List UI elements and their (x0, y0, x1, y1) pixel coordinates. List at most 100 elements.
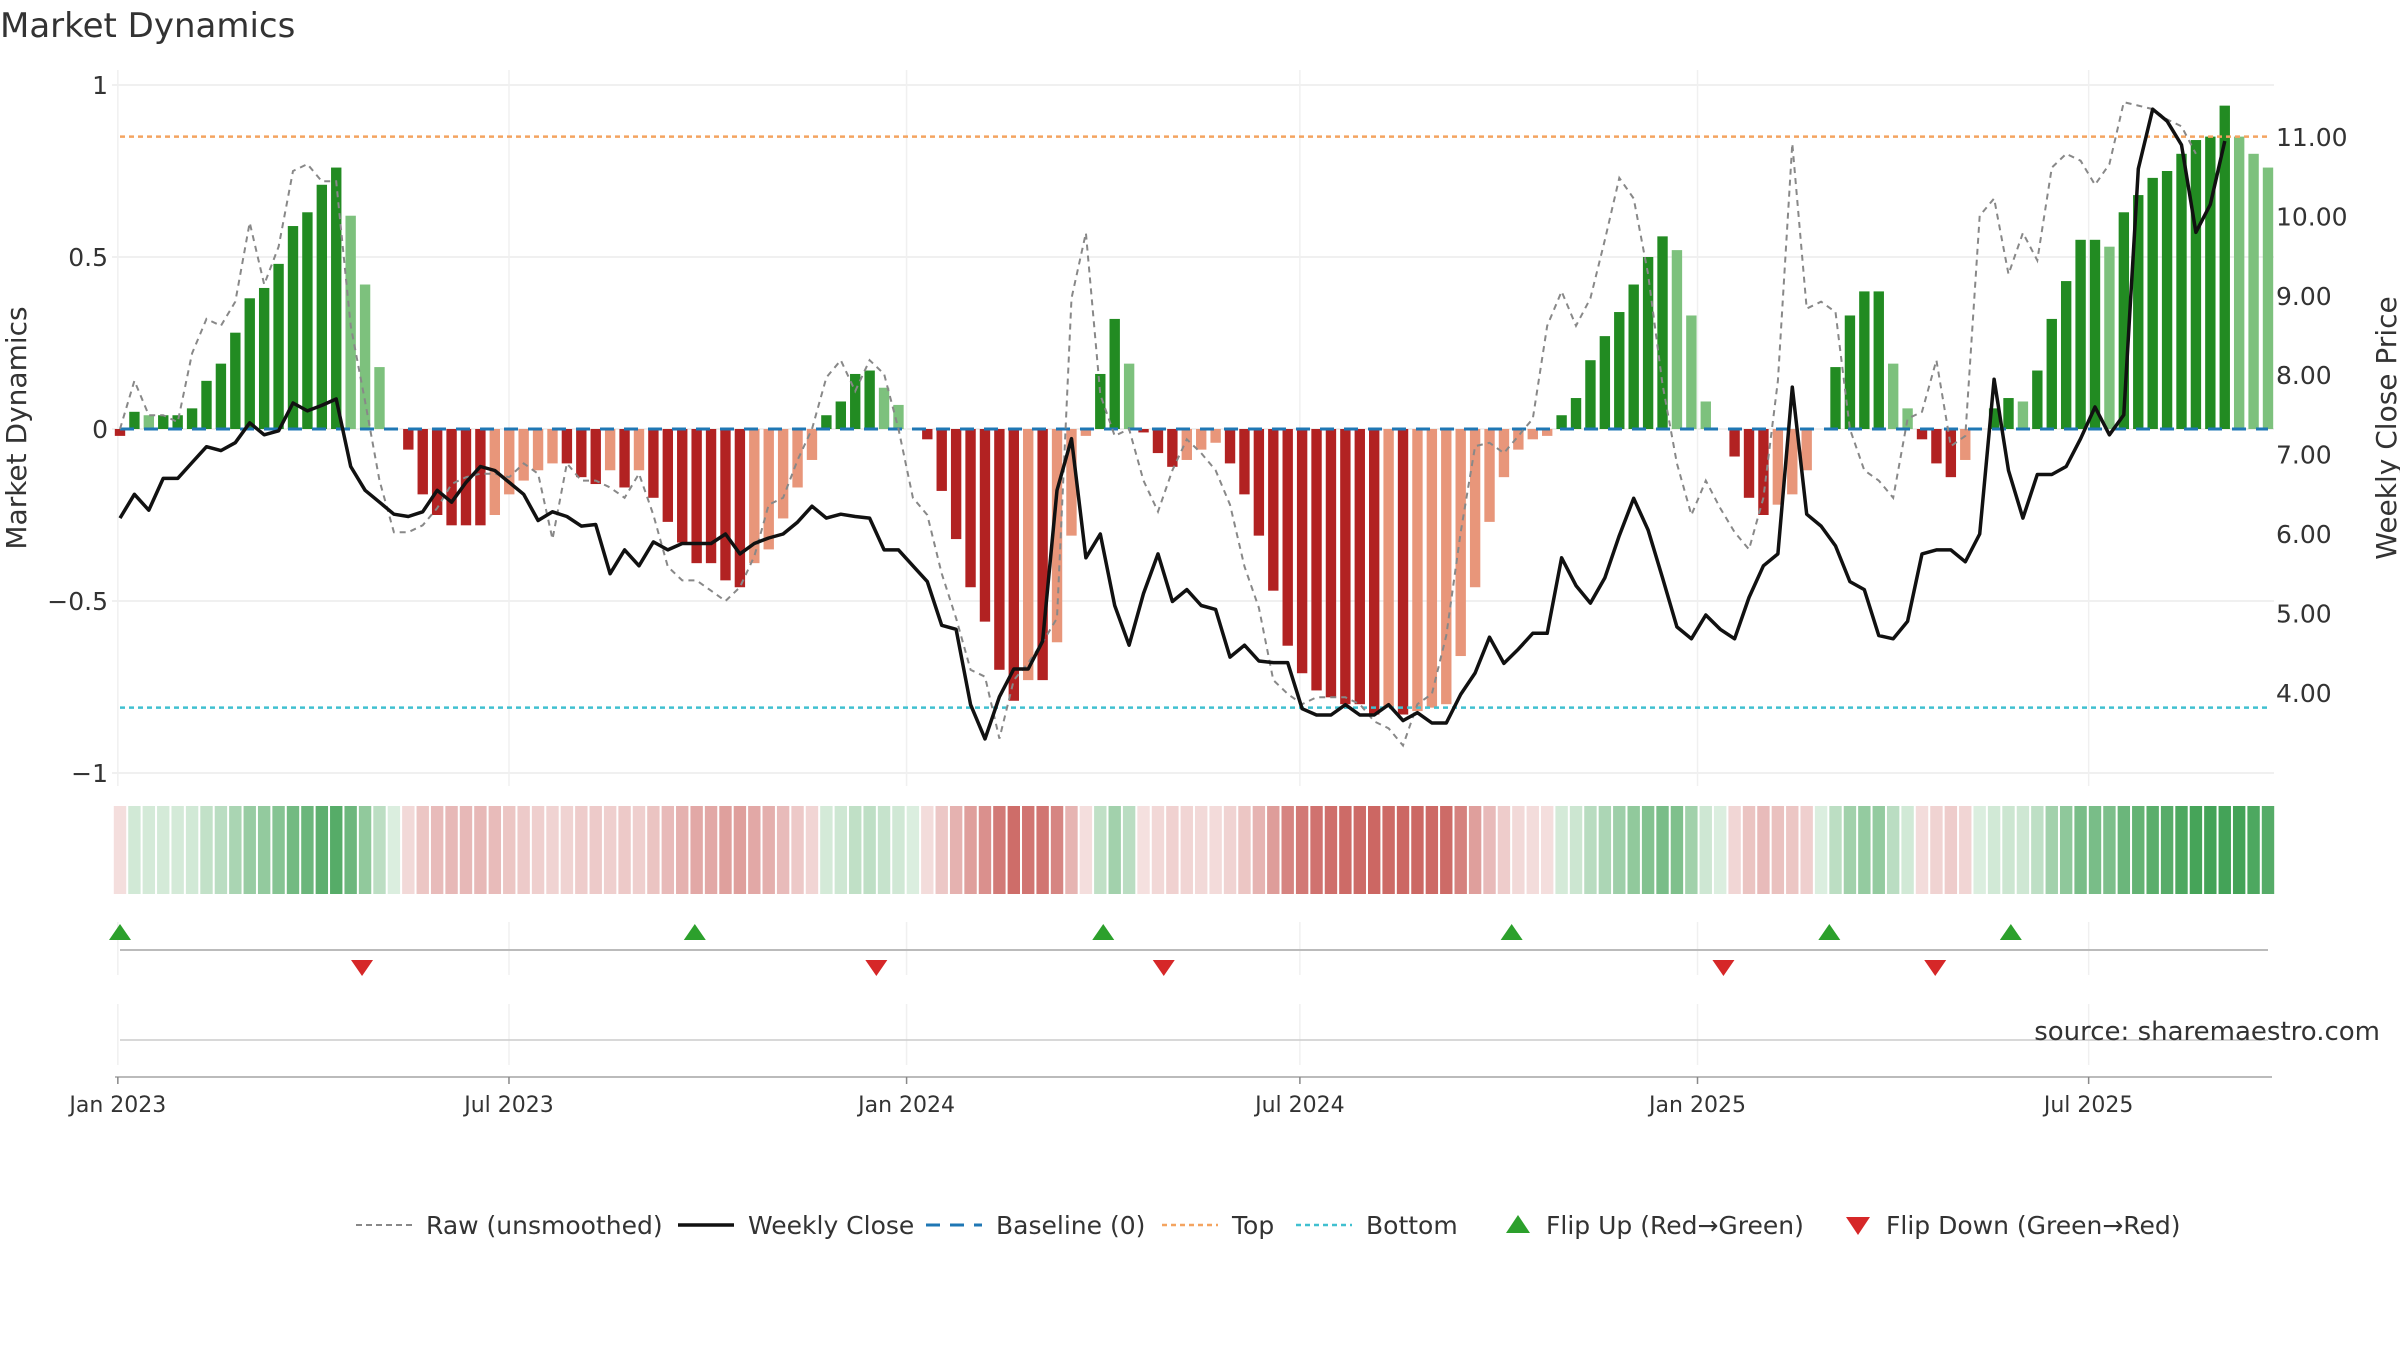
dynamics-bar (1585, 360, 1596, 429)
dynamics-bar (994, 429, 1005, 670)
strip-cell (1685, 806, 1698, 894)
dynamics-bar (1988, 408, 2000, 429)
strip-cell (733, 806, 747, 894)
strip-cell (1166, 806, 1179, 894)
strip-cell (1022, 806, 1035, 894)
strip-cell (1973, 806, 1986, 894)
strip-cell (1440, 806, 1453, 894)
strip-cell (1425, 806, 1439, 894)
dynamics-bar (1008, 429, 1019, 701)
strip-cell (1569, 806, 1583, 894)
dynamics-bar (1066, 429, 1077, 536)
dynamics-bar (936, 429, 947, 491)
strip-cell (1930, 806, 1943, 894)
strip-cell (387, 806, 401, 894)
dynamics-bar (1426, 429, 1438, 708)
dynamics-bar (359, 284, 371, 429)
dynamics-bar (662, 429, 674, 522)
y-tick-label: 0 (92, 415, 108, 444)
dynamics-bar (561, 429, 573, 464)
legend-label: Raw (unsmoothed) (426, 1211, 663, 1240)
strip-cell (1396, 806, 1410, 894)
dynamics-bar (705, 429, 717, 564)
strip-cell (1382, 806, 1395, 894)
dynamics-bar (2133, 195, 2144, 429)
strip-cell (791, 806, 804, 894)
strip-cell (647, 806, 660, 894)
dynamics-bar (114, 429, 126, 436)
dynamics-bar (734, 429, 746, 588)
strip-cell (820, 806, 833, 894)
dynamics-bar (1325, 429, 1337, 698)
strip-cell (776, 806, 790, 894)
flip-down-marker (1712, 960, 1735, 976)
strip-cell (1180, 806, 1193, 894)
dynamics-bar (1599, 336, 1611, 429)
x-tick-label: Jan 2023 (67, 1093, 166, 1118)
strip-cell (1209, 806, 1222, 894)
strip-cell (257, 806, 271, 894)
dynamics-bar (1960, 429, 1971, 460)
strip-cell (1886, 806, 1900, 894)
dynamics-bar (1268, 429, 1279, 591)
dynamics-bar (230, 332, 241, 429)
dynamics-bar (2190, 140, 2202, 430)
strip-cell (690, 806, 703, 894)
dynamics-bar (1397, 429, 1409, 715)
strip-cell (704, 806, 718, 894)
strip-cell (1223, 806, 1237, 894)
dynamics-bar (158, 415, 169, 429)
dynamics-bar (2176, 153, 2187, 430)
strip-cell (1036, 806, 1049, 894)
y-axis-label: Market Dynamics (0, 306, 33, 549)
weekly-close-line (118, 107, 2227, 741)
strip-cell (1771, 806, 1785, 894)
strip-cell (906, 806, 920, 894)
dynamics-bar (244, 298, 255, 429)
dynamics-bar (1095, 373, 1106, 429)
strip-cell (1050, 806, 1064, 894)
dynamics-bar (1657, 236, 1668, 429)
legend-swatch-flip-down (1846, 1217, 1870, 1235)
y2-tick-label: 4.00 (2276, 679, 2332, 708)
strip-cell (892, 806, 905, 894)
dynamics-bar (1671, 250, 1683, 429)
strip-cell (949, 806, 963, 894)
dynamics-bar (965, 429, 976, 588)
strip-cell (1598, 806, 1612, 894)
strip-cell (1252, 806, 1266, 894)
dynamics-bar (1354, 429, 1365, 705)
source-note: source: sharemaestro.com (2034, 1017, 2380, 1047)
strip-cell (849, 806, 862, 894)
strip-cell (1742, 806, 1756, 894)
dynamics-bar (547, 429, 558, 464)
flip-up-marker (1818, 924, 1841, 940)
dynamics-bar (1210, 429, 1221, 443)
dynamics-bar (922, 429, 933, 440)
strip-cell (1814, 806, 1828, 894)
dynamics-bar (1123, 363, 1135, 429)
dynamics-bar (1383, 429, 1394, 708)
dynamics-bar (2233, 136, 2245, 429)
y2-tick-label: 11.00 (2276, 123, 2348, 152)
dynamics-bar (1196, 429, 1207, 450)
strip-cell (1843, 806, 1857, 894)
legend-label: Top (1231, 1211, 1274, 1240)
dynamics-bar (720, 429, 731, 581)
dynamics-bar (576, 429, 587, 478)
strip-cell (2160, 806, 2174, 894)
strip-cell (128, 806, 141, 894)
dynamics-bar (1311, 429, 1322, 691)
strip-cell (2045, 806, 2058, 894)
dynamics-bar (1931, 429, 1942, 464)
dynamics-bar (1138, 429, 1149, 433)
dynamics-bar (374, 367, 385, 429)
dynamics-bar (1902, 408, 1913, 429)
strip-cell (459, 806, 473, 894)
strip-cell (805, 806, 819, 894)
dynamics-bar (864, 370, 875, 429)
dynamics-bar (1743, 429, 1755, 498)
y2-tick-label: 8.00 (2276, 361, 2332, 390)
dynamics-bars (114, 105, 2274, 715)
strip-cell (863, 806, 876, 894)
